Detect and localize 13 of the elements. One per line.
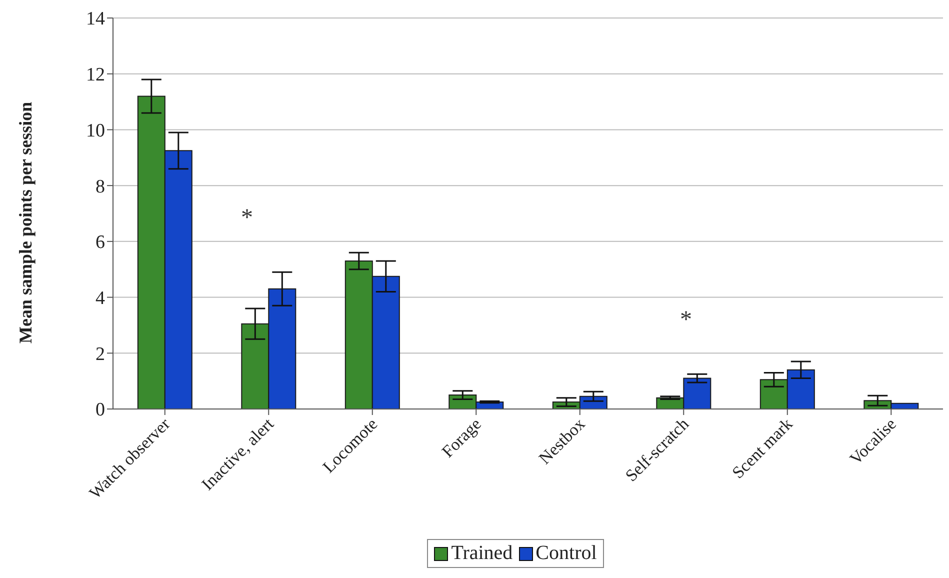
y-axis-title: Mean sample points per session (15, 102, 36, 344)
y-tick-label: 8 (96, 176, 105, 198)
y-tick-label: 4 (96, 288, 106, 310)
annotation: * (680, 307, 692, 333)
annotation: * (241, 205, 253, 231)
legend-label: Trained (450, 542, 513, 565)
y-tick-label: 2 (96, 344, 105, 365)
y-tick-label: 12 (86, 64, 105, 86)
y-tick-label: 10 (86, 120, 105, 142)
y-tick-label: 0 (96, 400, 105, 421)
y-tick-label: 6 (96, 232, 105, 254)
legend-label: Control (534, 542, 597, 565)
y-tick-label: 14 (86, 8, 106, 30)
